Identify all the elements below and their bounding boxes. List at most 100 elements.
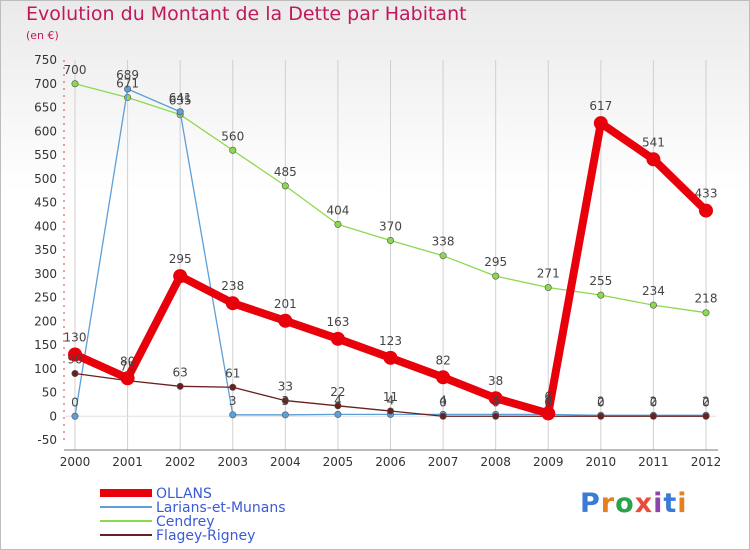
data-point [176, 382, 184, 390]
y-tick-label: 450 [34, 196, 57, 210]
data-label: 38 [488, 374, 503, 388]
data-label: 11 [383, 390, 398, 404]
data-label: 82 [435, 353, 450, 367]
data-label: 63 [173, 365, 188, 379]
y-tick-label: 650 [34, 101, 57, 115]
data-label: 61 [225, 366, 240, 380]
y-tick-label: 400 [34, 219, 57, 233]
data-point [71, 80, 79, 88]
data-label: 3 [229, 394, 237, 408]
y-tick-label: 600 [34, 124, 57, 138]
data-point [334, 410, 342, 418]
data-point [68, 347, 82, 362]
y-tick-label: 550 [34, 148, 57, 162]
data-point [702, 412, 710, 420]
logo-letter: x [634, 488, 654, 519]
data-label: 0 [544, 395, 552, 409]
legend-label: Cendrey [156, 514, 215, 530]
brand-logo: Proxiti [580, 488, 688, 519]
logo-letter: o [615, 488, 635, 519]
data-point [71, 412, 79, 420]
data-label: 271 [537, 267, 560, 281]
data-label: 163 [326, 315, 349, 329]
y-tick-label: -50 [37, 433, 57, 447]
data-label: 560 [221, 129, 244, 143]
data-point [229, 411, 237, 419]
data-label: 4 [492, 393, 500, 407]
legend-label: Flagey-Rigney [156, 528, 255, 544]
data-labels: 1308029523820116312382386617541433068964… [64, 63, 718, 410]
data-point [334, 402, 342, 410]
data-label: 6 [544, 389, 552, 403]
data-point [386, 237, 394, 245]
data-label: 22 [330, 385, 345, 399]
data-label: 2 [702, 394, 710, 408]
data-point [544, 284, 552, 292]
chart-title: Evolution du Montant de la Dette par Hab… [26, 3, 467, 25]
series-lines [68, 80, 713, 421]
data-point [593, 116, 608, 131]
y-tick-label: 350 [34, 243, 57, 257]
y-tick-label: 200 [34, 314, 57, 328]
data-point [225, 296, 240, 311]
x-tick-label: 2009 [533, 455, 564, 469]
data-label: 130 [64, 331, 87, 345]
data-label: 0 [492, 395, 500, 409]
data-point [71, 369, 79, 377]
data-label: 404 [326, 203, 349, 217]
x-tick-label: 2004 [270, 455, 301, 469]
logo-letter: i [677, 488, 688, 519]
data-label: 433 [695, 187, 718, 201]
data-label: 641 [169, 91, 192, 105]
data-label: 0 [702, 395, 710, 409]
x-tick-label: 2003 [217, 455, 248, 469]
data-point [281, 182, 289, 190]
data-label: 0 [439, 395, 447, 409]
data-point [173, 269, 188, 284]
data-label: 90 [67, 353, 82, 367]
data-point [488, 391, 503, 406]
data-point [386, 407, 394, 415]
x-tick-label: 2001 [112, 455, 143, 469]
legend: OLLANSLarians-et-MunansCendreyFlagey-Rig… [100, 486, 286, 544]
logo-letter: i [653, 488, 664, 519]
x-tick-label: 2002 [165, 455, 196, 469]
y-tick-label: 700 [34, 77, 57, 91]
data-label: 671 [116, 77, 139, 91]
y-tick-label: 50 [42, 386, 57, 400]
logo-letter: t [663, 488, 678, 519]
data-label: 485 [274, 165, 297, 179]
data-label: 700 [64, 63, 87, 77]
data-point [281, 397, 289, 405]
data-label: 201 [274, 297, 297, 311]
data-point [229, 383, 237, 391]
data-point [436, 370, 451, 385]
data-point [597, 412, 605, 420]
legend-label: OLLANS [156, 486, 212, 502]
data-label: 4 [439, 393, 447, 407]
data-label: 234 [642, 284, 665, 298]
y-tick-label: 250 [34, 291, 57, 305]
x-tick-label: 2012 [691, 455, 722, 469]
data-label: 0 [71, 395, 79, 409]
logo-letter: r [600, 488, 616, 519]
data-point [492, 412, 500, 420]
data-point [330, 331, 345, 346]
data-label: 123 [379, 334, 402, 348]
data-label: 238 [221, 279, 244, 293]
y-tick-label: 750 [34, 53, 57, 67]
data-point [281, 411, 289, 419]
data-point [176, 108, 184, 116]
y-tick-label: 300 [34, 267, 57, 281]
data-point [699, 203, 713, 218]
data-label: 2 [597, 394, 605, 408]
data-point [541, 406, 556, 421]
x-tick-label: 2008 [480, 455, 511, 469]
data-label: 0 [597, 395, 605, 409]
axes: -500501001502002503003504004505005506006… [34, 53, 721, 469]
data-label: 4 [544, 393, 552, 407]
data-label: 295 [484, 255, 507, 269]
data-label: 33 [278, 380, 293, 394]
